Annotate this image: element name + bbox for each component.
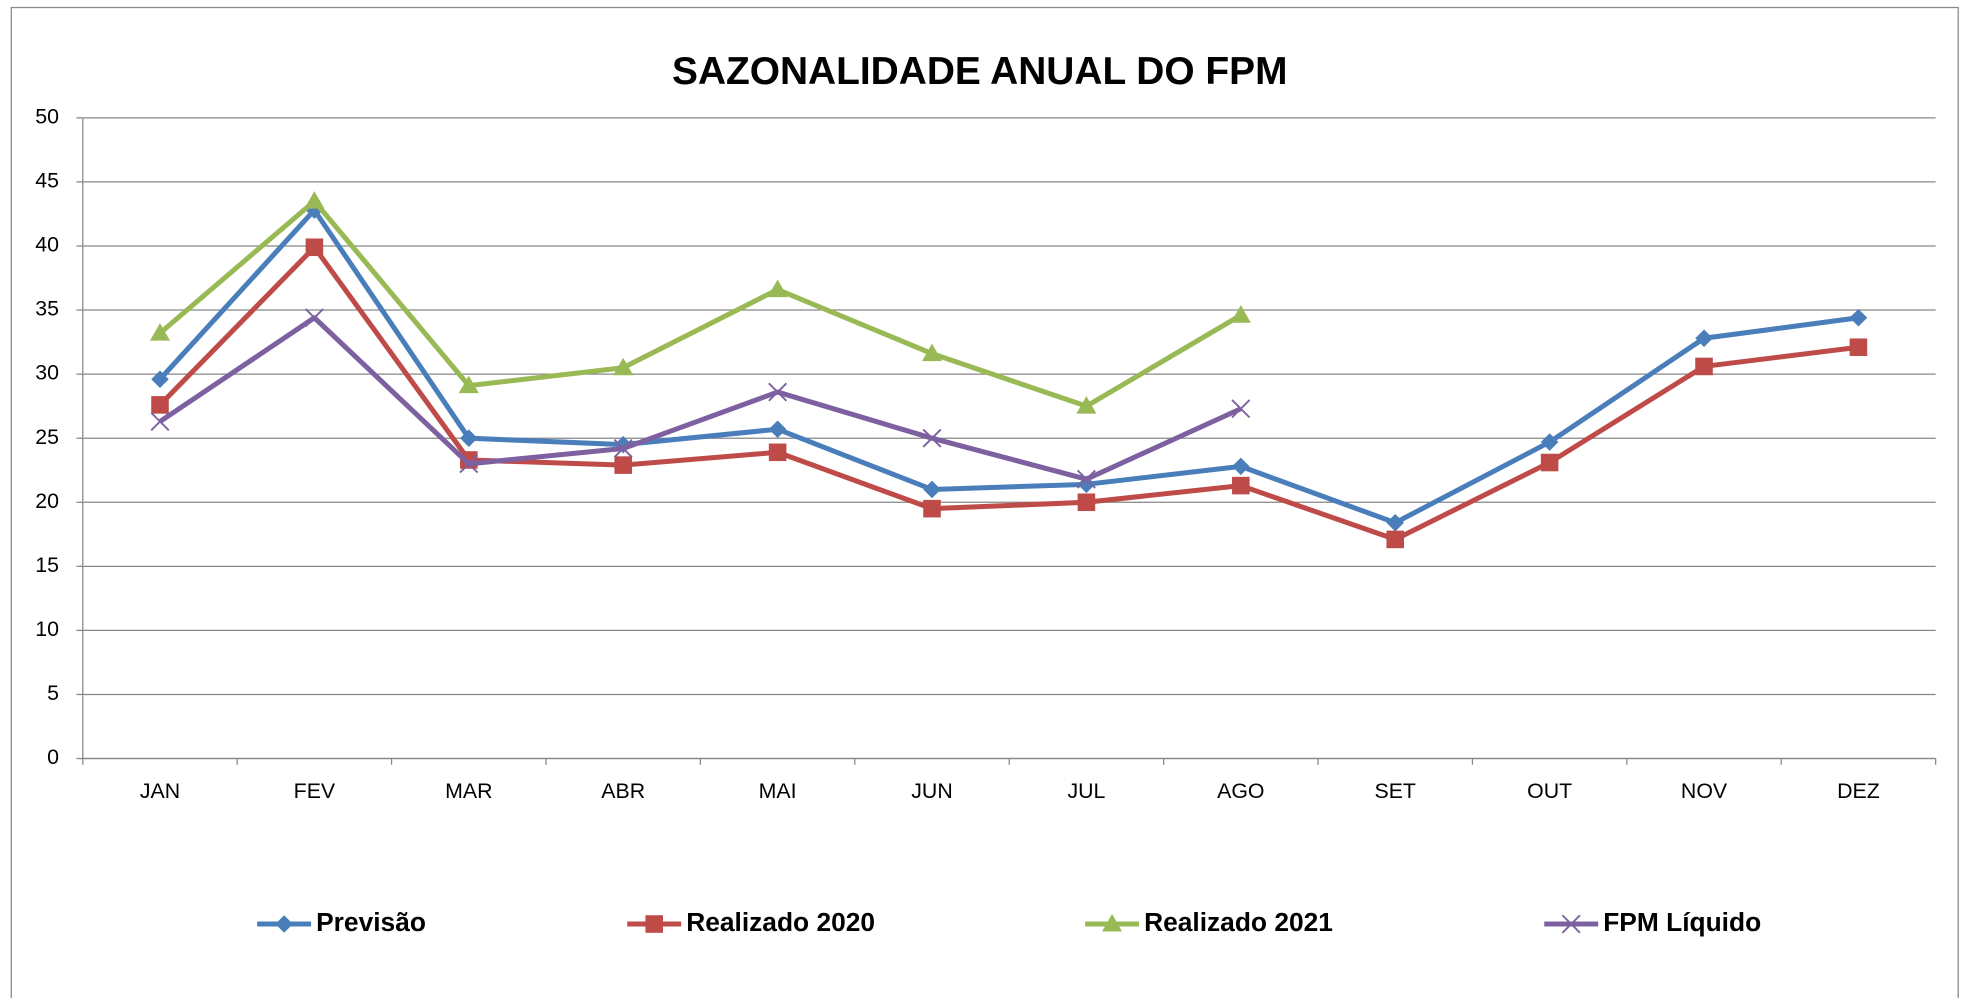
y-tick-label: 10 [35,617,59,641]
marker [614,456,632,474]
x-tick-label: JUL [1067,779,1105,803]
marker [1230,305,1251,323]
marker [1849,308,1868,327]
marker [921,343,943,362]
marker [768,382,788,402]
series-line [158,244,1859,542]
x-tick-label: JAN [140,779,180,803]
legend: Previsão Realizado 2020 Realizado 2021 FPM … [257,907,1761,937]
marker [458,375,479,394]
marker [1231,399,1251,419]
marker [613,357,634,376]
marker [1386,530,1405,549]
x-tick-label: OUT [1527,779,1572,803]
marker [1077,493,1096,512]
marker [150,412,170,431]
y-tick-label: 50 [35,104,59,128]
x-tick-label: NOV [1681,779,1728,803]
marker [459,454,479,474]
marker [645,915,663,933]
legend-label: FPM Líquido [1603,907,1761,937]
axes: 0 5 10 15 20 25 30 35 40 45 50 JAN FEV MAR ABR MAI JUN JU… [35,104,1937,803]
marker [1849,338,1868,356]
series-line [158,207,1859,526]
marker [613,439,633,458]
marker [304,191,325,209]
marker [1102,913,1123,932]
marker [1232,476,1250,495]
marker [1076,396,1097,414]
marker [1076,469,1096,489]
legend-label: Previsão [316,907,426,937]
y-tick-label: 15 [35,553,59,577]
marker [768,420,787,438]
marker [1386,513,1405,532]
y-tick-label: 20 [35,489,59,513]
series-line [158,315,1242,482]
chart-title: SAZONALIDADE ANUAL DO FPM [672,50,1287,93]
x-tick-label: ABR [601,779,645,803]
y-tick-label: 35 [35,297,59,321]
x-tick-label: MAR [445,779,492,803]
marker [923,499,941,518]
marker [304,308,324,328]
x-tick-label: FEV [294,779,336,803]
y-tick-label: 25 [35,425,59,449]
x-tick-label: MAI [759,779,797,803]
marker [151,396,169,414]
legend-label: Realizado 2021 [1144,907,1333,937]
marker [768,443,787,462]
marker [460,429,478,447]
marker [275,915,293,933]
x-tick-label: JUN [911,779,952,803]
x-tick-label: SET [1375,779,1416,803]
x-tick-label: AGO [1217,779,1264,803]
y-tick-label: 30 [35,361,59,385]
y-tick-label: 5 [47,681,59,705]
marker [1540,453,1559,472]
series-lines [149,191,1868,549]
marker [151,370,169,389]
marker [1695,357,1713,376]
marker [767,279,788,298]
legend-label: Realizado 2020 [686,907,875,937]
marker [149,323,171,341]
marker [1561,914,1581,934]
marker [1695,329,1713,348]
marker [1540,433,1559,451]
x-tick-label: DEZ [1837,779,1880,803]
y-tick-label: 45 [35,169,59,193]
y-tick-label: 0 [47,745,59,769]
marker [922,428,942,448]
series-line [158,198,1243,409]
y-tick-label: 40 [35,233,59,257]
marker [305,238,324,257]
